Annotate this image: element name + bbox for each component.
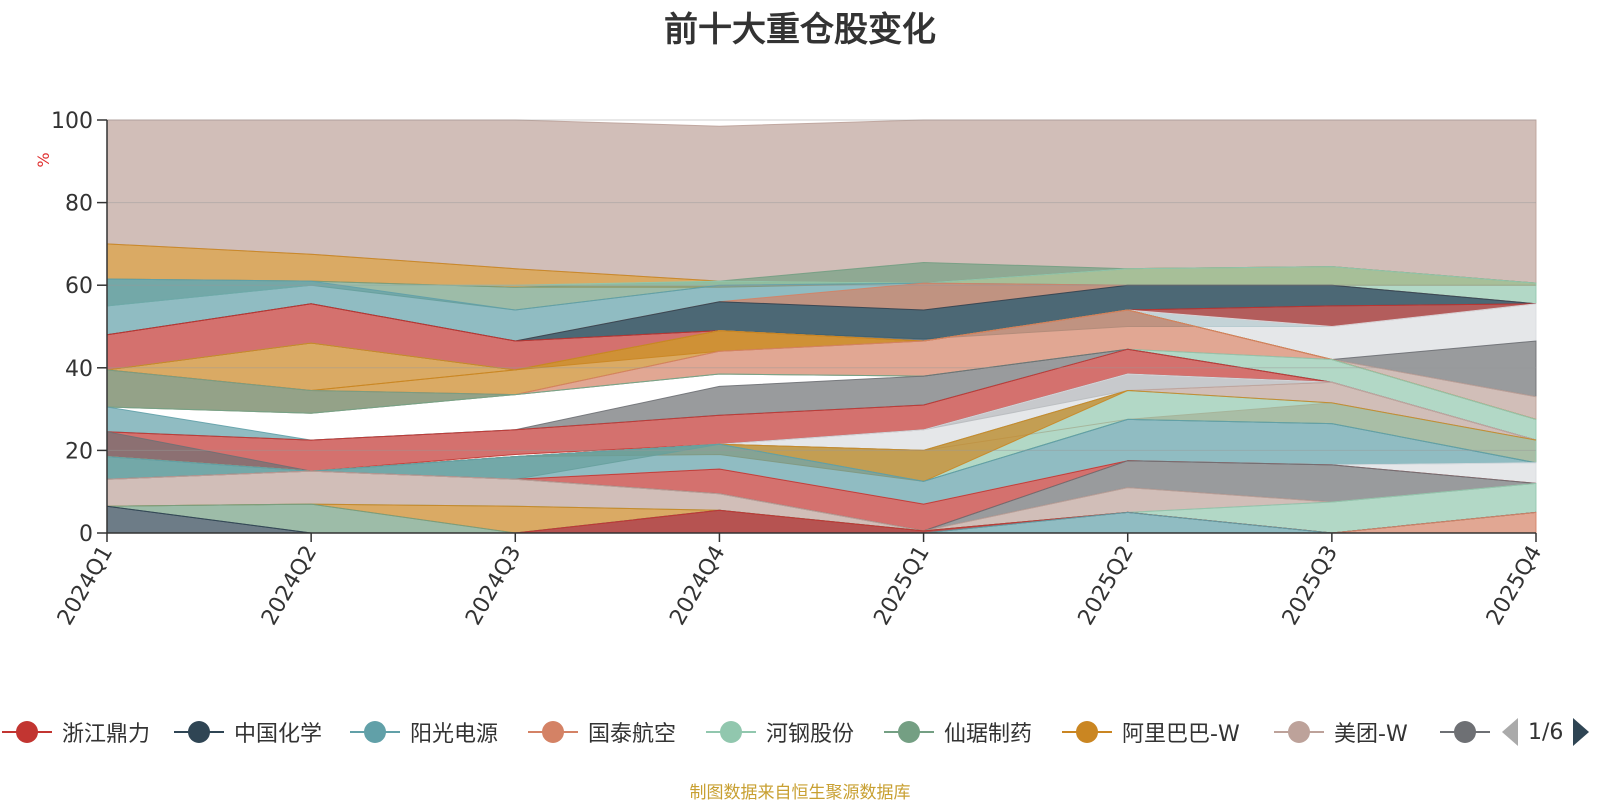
y-axis-unit: % (34, 152, 53, 167)
x-tick-label: 2024Q1 (53, 542, 118, 630)
legend-marker-icon (2, 721, 52, 743)
legend: 浙江鼎力 中国化学 阳光电源 国泰航空 河钢股份 仙琚制药 阿里巴巴-W 美团-W (0, 712, 1600, 752)
legend-item[interactable]: 中国化学 (174, 712, 322, 752)
legend-label: 阳光电源 (410, 722, 499, 747)
x-tick-label: 2025Q2 (1074, 542, 1139, 630)
legend-item[interactable]: 浙江鼎力 (2, 712, 150, 752)
legend-item[interactable]: 美团-W (1274, 712, 1408, 752)
legend-label: 仙琚制药 (944, 722, 1033, 747)
legend-label: 阿里巴巴-W (1122, 722, 1240, 747)
legend-label: 美团-W (1334, 722, 1408, 747)
legend-label: 国泰航空 (588, 722, 677, 747)
x-tick-label: 2025Q1 (869, 542, 934, 630)
y-tick-label: 100 (51, 109, 93, 134)
chart-title: 前十大重仓股变化 (664, 10, 936, 50)
legend-marker-icon (1274, 721, 1324, 743)
area-bands (106, 119, 1537, 534)
source-footnote: 制图数据来自恒生聚源数据库 (689, 783, 911, 803)
y-tick-label: 0 (79, 522, 93, 547)
y-tick-label: 40 (65, 357, 93, 382)
legend-item[interactable]: 仙琚制药 (884, 712, 1032, 752)
legend-item[interactable]: 阿里巴巴-W (1062, 712, 1240, 752)
y-tick-label: 60 (65, 274, 93, 299)
legend-pager: 1/6 (1500, 712, 1591, 752)
legend-page-label: 1/6 (1528, 719, 1564, 745)
legend-item[interactable] (1440, 712, 1500, 752)
x-tick-label: 2024Q4 (665, 542, 730, 630)
legend-marker-icon (528, 721, 578, 743)
legend-marker-icon (884, 721, 934, 743)
legend-label: 河钢股份 (766, 722, 855, 747)
y-tick-label: 20 (65, 439, 93, 464)
legend-marker-icon (706, 721, 756, 743)
legend-marker-icon (1062, 721, 1112, 743)
y-tick-label: 80 (65, 192, 93, 217)
x-tick-label: 2025Q4 (1482, 542, 1547, 630)
x-tick-label: 2024Q2 (257, 542, 322, 630)
legend-label: 中国化学 (234, 722, 323, 747)
legend-next-icon[interactable] (1571, 716, 1591, 748)
legend-item[interactable]: 国泰航空 (528, 712, 676, 752)
legend-item[interactable]: 河钢股份 (706, 712, 854, 752)
legend-marker-icon (350, 721, 400, 743)
legend-marker-icon (174, 721, 224, 743)
legend-item[interactable]: 阳光电源 (350, 712, 498, 752)
x-tick-label: 2025Q3 (1278, 542, 1343, 630)
area-band-3 (106, 266, 1537, 307)
grid-lines (107, 119, 1536, 534)
x-tick-label: 2024Q3 (461, 542, 526, 630)
legend-label: 浙江鼎力 (62, 722, 151, 747)
legend-prev-icon[interactable] (1500, 716, 1520, 748)
legend-marker-icon (1440, 721, 1490, 743)
